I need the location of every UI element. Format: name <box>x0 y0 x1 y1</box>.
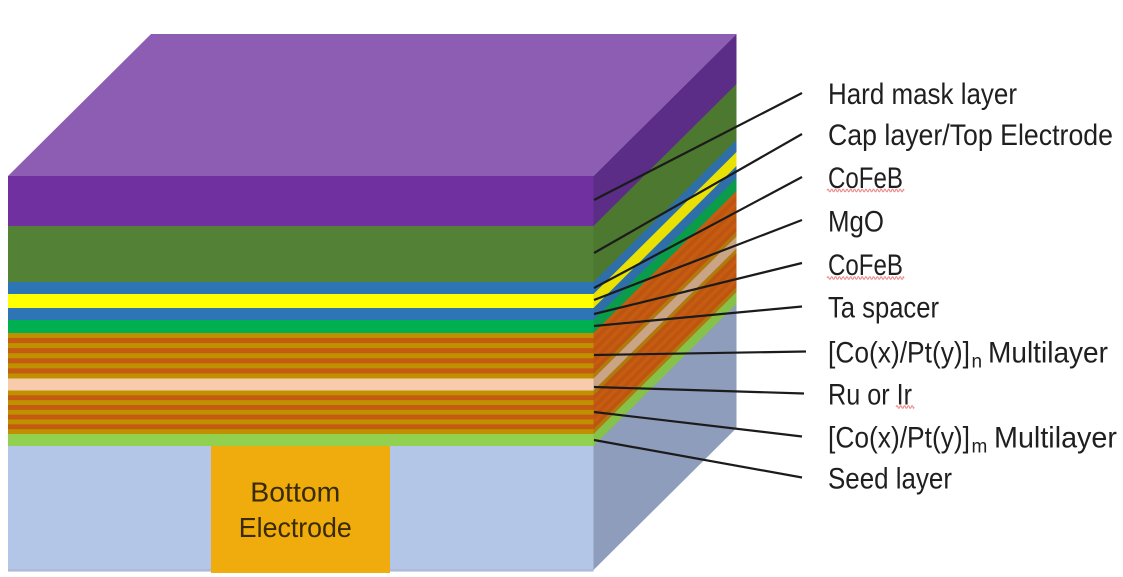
svg-text:Ru or Ir: Ru or Ir <box>828 378 912 411</box>
svg-text:Seed layer: Seed layer <box>828 462 952 495</box>
svg-text:Cap layer/Top Electrode: Cap layer/Top Electrode <box>828 119 1113 152</box>
svg-text:Bottom: Bottom <box>250 476 340 507</box>
svg-text:n: n <box>972 351 983 372</box>
svg-text:Multilayer: Multilayer <box>988 336 1108 369</box>
svg-text:Hard mask layer: Hard mask layer <box>828 78 1017 111</box>
svg-text:Electrode: Electrode <box>239 512 352 543</box>
svg-text:m: m <box>972 436 988 457</box>
svg-text:[Co(x)/Pt(y)]: [Co(x)/Pt(y)] <box>828 336 970 369</box>
svg-text:Ta spacer: Ta spacer <box>828 291 939 324</box>
svg-text:[Co(x)/Pt(y)]: [Co(x)/Pt(y)] <box>828 421 970 454</box>
svg-text:Multilayer: Multilayer <box>994 421 1117 454</box>
svg-text:MgO: MgO <box>828 205 884 238</box>
